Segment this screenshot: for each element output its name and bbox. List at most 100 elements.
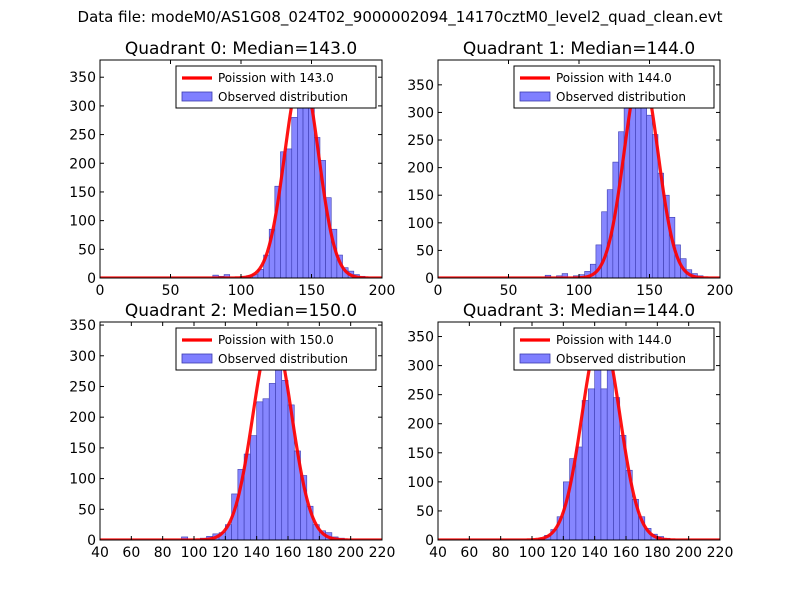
histogram-bar: [302, 88, 309, 278]
histogram-bar: [588, 388, 595, 540]
histogram-bar: [601, 211, 608, 278]
y-tick-label: 300: [407, 105, 434, 121]
y-tick-label: 350: [407, 78, 434, 94]
y-tick-label: 0: [87, 533, 96, 549]
chart-title: Quadrant 0: Median=143.0: [125, 39, 357, 59]
histogram-bar: [250, 435, 257, 540]
x-tick-label: 200: [707, 283, 734, 299]
quadrant-0-chart: 0 50 100 150 200 0 50 100 150 200 250 300 350 Quadran…: [69, 39, 395, 299]
x-tick-label: 100: [228, 283, 255, 299]
chart-title: Quadrant 1: Median=144.0: [463, 39, 695, 59]
y-tick-label: 250: [69, 379, 96, 395]
x-tick-label: 180: [306, 545, 333, 561]
x-tick-label: 200: [369, 283, 396, 299]
y-tick-label: 150: [69, 441, 96, 457]
y-tick-label: 100: [69, 214, 96, 230]
quadrant-1-chart: 0 50 100 150 200 0 50 100 150 200 250 300 350 Quadran…: [407, 39, 733, 299]
x-tick-label: 140: [581, 545, 608, 561]
x-tick-label: 150: [298, 283, 325, 299]
y-tick-label: 100: [407, 475, 434, 491]
x-tick-label: 50: [162, 283, 180, 299]
histogram-bar: [640, 95, 647, 278]
histogram-bar: [600, 388, 608, 540]
legend: Poission with 150.0 Observed distribution: [175, 327, 377, 371]
y-tick-label: 200: [407, 417, 434, 433]
x-tick-label: 40: [429, 545, 447, 561]
histogram-bar: [256, 401, 264, 540]
x-tick-label: 80: [154, 545, 172, 561]
legend-hist-label: Observed distribution: [556, 90, 686, 104]
y-tick-label: 150: [407, 446, 434, 462]
legend-hist-label: Observed distribution: [218, 90, 348, 104]
histogram-bar: [581, 400, 589, 540]
legend-fit-label: Poission with 144.0: [556, 333, 672, 347]
y-tick-label: 300: [407, 359, 434, 375]
axes-frame: [99, 321, 383, 541]
legend: Poission with 143.0 Observed distribution: [175, 65, 377, 109]
chart-title: Quadrant 2: Median=150.0: [125, 301, 357, 321]
y-tick-label: 50: [78, 502, 96, 518]
histogram-bar: [629, 92, 636, 278]
x-tick-label: 50: [500, 283, 518, 299]
y-tick-label: 200: [407, 161, 434, 177]
y-tick-label: 0: [425, 533, 434, 549]
histogram-bar: [613, 397, 621, 540]
poisson-fit-line: [100, 329, 382, 540]
y-tick-label: 250: [407, 133, 434, 149]
legend-fit-label: Poission with 144.0: [556, 71, 672, 85]
y-tick-label: 350: [69, 70, 96, 86]
x-tick-label: 100: [566, 283, 593, 299]
histogram-bar: [635, 87, 642, 278]
histogram-bar: [575, 446, 583, 540]
y-tick-label: 350: [407, 330, 434, 346]
legend-hist-swatch: [181, 353, 213, 364]
legend-hist-swatch: [181, 91, 213, 102]
histogram-bar: [594, 353, 602, 540]
histogram-bar: [308, 105, 315, 278]
legend-hist-swatch: [519, 353, 551, 364]
y-tick-label: 50: [78, 242, 96, 258]
histogram-bar: [262, 398, 270, 540]
x-tick-label: 40: [91, 545, 109, 561]
y-tick-label: 0: [425, 271, 434, 287]
x-tick-label: 100: [181, 545, 208, 561]
x-tick-label: 120: [550, 545, 577, 561]
histogram-bar: [606, 365, 614, 540]
quadrant-3-chart: 40 60 80 100 120 140 160 180 200 2200501001502002…: [407, 301, 733, 561]
histogram-bar: [646, 114, 653, 278]
quadrant-2-chart: 40 60 80 100 120 140 160 180 200 2200501001502002…: [69, 301, 395, 561]
figure-title: Data file: modeM0/AS1G08_024T02_90000020…: [77, 8, 723, 26]
legend-hist-swatch: [519, 91, 551, 102]
y-tick-label: 150: [69, 185, 96, 201]
legend-fit-label: Poission with 150.0: [218, 333, 334, 347]
y-tick-label: 250: [407, 388, 434, 404]
x-tick-label: 100: [519, 545, 546, 561]
x-tick-label: 120: [212, 545, 239, 561]
x-tick-label: 80: [492, 545, 510, 561]
x-tick-label: 60: [460, 545, 478, 561]
histogram-bar: [268, 383, 276, 540]
x-tick-label: 220: [369, 545, 396, 561]
x-tick-label: 0: [434, 283, 443, 299]
x-tick-label: 200: [337, 545, 364, 561]
x-tick-label: 0: [96, 283, 105, 299]
y-tick-label: 50: [416, 504, 434, 520]
histogram-bar: [291, 117, 298, 278]
x-tick-label: 150: [636, 283, 663, 299]
y-tick-label: 250: [69, 128, 96, 144]
y-tick-label: 200: [69, 410, 96, 426]
x-tick-label: 160: [613, 545, 640, 561]
histogram-bar: [285, 148, 293, 278]
y-tick-label: 150: [407, 188, 434, 204]
legend-hist-label: Observed distribution: [556, 352, 686, 366]
x-tick-label: 220: [707, 545, 734, 561]
legend: Poission with 144.0 Observed distribution: [513, 65, 715, 109]
x-tick-label: 180: [644, 545, 671, 561]
y-tick-label: 50: [416, 243, 434, 259]
axes-frame: [437, 321, 721, 541]
histogram-bar: [297, 105, 304, 278]
y-tick-label: 100: [69, 472, 96, 488]
x-tick-label: 140: [243, 545, 270, 561]
